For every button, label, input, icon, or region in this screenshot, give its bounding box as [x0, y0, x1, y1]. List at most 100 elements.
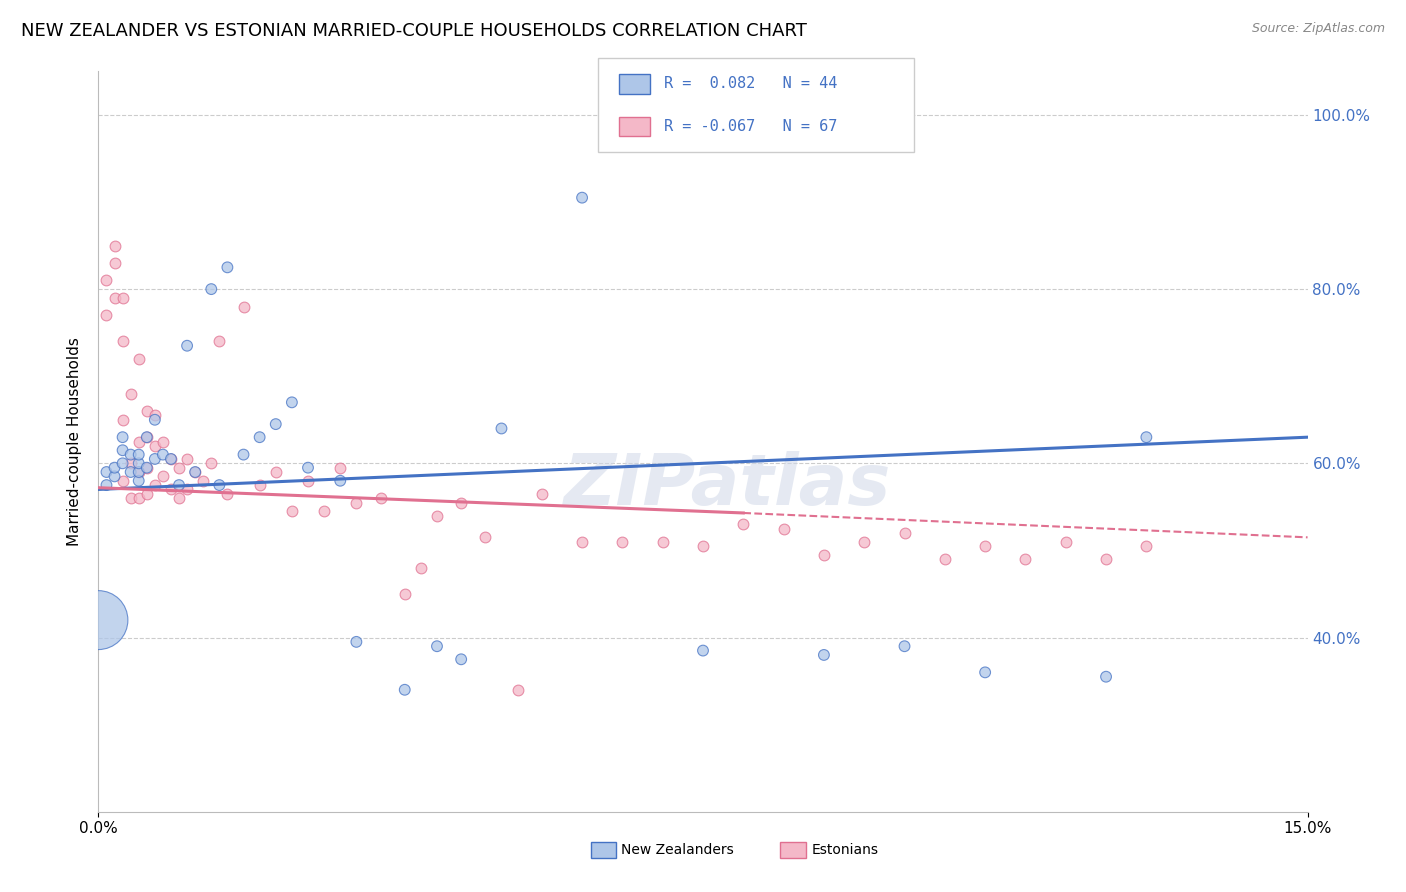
Point — [128, 351, 150, 366]
Point — [394, 682, 416, 697]
Point — [426, 508, 449, 523]
Point — [120, 386, 142, 401]
Point — [281, 395, 304, 409]
Point — [394, 587, 416, 601]
Point — [217, 487, 239, 501]
Point — [111, 291, 134, 305]
Point — [120, 448, 142, 462]
Point — [692, 539, 714, 553]
Point — [264, 417, 287, 431]
Point — [409, 561, 432, 575]
Point — [160, 452, 183, 467]
Point — [426, 639, 449, 653]
Point — [103, 460, 125, 475]
Point — [96, 465, 118, 479]
Point — [853, 534, 876, 549]
Point — [1054, 534, 1077, 549]
Point — [111, 430, 134, 444]
Point — [128, 474, 150, 488]
Point — [208, 334, 231, 349]
Point — [96, 478, 118, 492]
Point — [135, 460, 157, 475]
Point — [184, 465, 207, 479]
Point — [1095, 552, 1118, 566]
Text: Estonians: Estonians — [811, 843, 879, 857]
Point — [314, 504, 336, 518]
Point — [329, 474, 352, 488]
Point — [135, 404, 157, 418]
Point — [344, 635, 367, 649]
Point — [176, 339, 198, 353]
Point — [167, 478, 190, 492]
Point — [772, 522, 794, 536]
Point — [893, 639, 915, 653]
Point — [96, 273, 118, 287]
Point — [111, 334, 134, 349]
Point — [143, 413, 166, 427]
Point — [249, 430, 271, 444]
Point — [200, 456, 222, 470]
Text: ZIPatlas: ZIPatlas — [564, 451, 891, 520]
Point — [135, 430, 157, 444]
Point — [152, 469, 174, 483]
Point — [264, 465, 287, 479]
Point — [176, 483, 198, 497]
Text: Source: ZipAtlas.com: Source: ZipAtlas.com — [1251, 22, 1385, 36]
Point — [160, 452, 183, 467]
Point — [111, 474, 134, 488]
Point — [813, 648, 835, 662]
Point — [103, 238, 125, 252]
Point — [120, 465, 142, 479]
Point — [217, 260, 239, 275]
Point — [184, 465, 207, 479]
Point — [370, 491, 392, 505]
Point — [120, 491, 142, 505]
Point — [103, 256, 125, 270]
Point — [143, 452, 166, 467]
Point — [120, 456, 142, 470]
Point — [167, 460, 190, 475]
Point — [128, 448, 150, 462]
Point — [193, 474, 215, 488]
Point — [612, 534, 634, 549]
Point — [934, 552, 956, 566]
Point — [1095, 670, 1118, 684]
Point — [232, 300, 254, 314]
Point — [176, 452, 198, 467]
Point — [329, 460, 352, 475]
Point — [128, 491, 150, 505]
Point — [491, 421, 513, 435]
Point — [733, 517, 755, 532]
Point — [167, 491, 190, 505]
Point — [143, 478, 166, 492]
Point — [571, 534, 593, 549]
Point — [111, 456, 134, 470]
Point — [974, 665, 997, 680]
Point — [135, 487, 157, 501]
Point — [297, 474, 319, 488]
Point — [128, 434, 150, 449]
Point — [506, 682, 529, 697]
Point — [87, 613, 110, 627]
Point — [281, 504, 304, 518]
Point — [96, 308, 118, 322]
Text: New Zealanders: New Zealanders — [621, 843, 734, 857]
Point — [128, 465, 150, 479]
Text: R = -0.067   N = 67: R = -0.067 N = 67 — [664, 120, 837, 134]
Point — [111, 443, 134, 458]
Point — [651, 534, 673, 549]
Point — [974, 539, 997, 553]
Point — [232, 448, 254, 462]
Point — [474, 530, 496, 544]
Point — [344, 495, 367, 509]
Point — [160, 483, 183, 497]
Point — [893, 526, 915, 541]
Point — [103, 291, 125, 305]
Point — [128, 465, 150, 479]
Point — [571, 191, 593, 205]
Point — [813, 548, 835, 562]
Text: NEW ZEALANDER VS ESTONIAN MARRIED-COUPLE HOUSEHOLDS CORRELATION CHART: NEW ZEALANDER VS ESTONIAN MARRIED-COUPLE… — [21, 22, 807, 40]
Point — [135, 430, 157, 444]
Point — [208, 478, 231, 492]
Point — [1135, 430, 1157, 444]
